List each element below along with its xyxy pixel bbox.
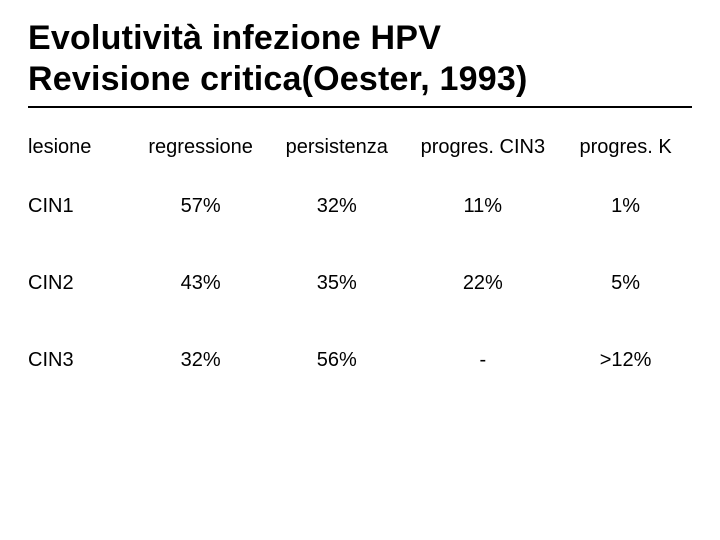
- cell-value: -: [406, 349, 559, 426]
- col-progres-cin3: progres. CIN3: [406, 136, 559, 195]
- title-line-2: Revisione critica(Oester, 1993): [28, 60, 527, 98]
- cell-value: 1%: [559, 195, 692, 272]
- cell-value: 32%: [134, 349, 267, 426]
- cell-value: 43%: [134, 272, 267, 349]
- title-line-1: Evolutività infezione HPV: [28, 19, 441, 57]
- col-progres-k: progres. K: [559, 136, 692, 195]
- cell-value: 57%: [134, 195, 267, 272]
- cell-value: 56%: [267, 349, 406, 426]
- slide: Evolutività infezione HPV Revisione crit…: [0, 0, 720, 540]
- table-header-row: lesione regressione persistenza progres.…: [28, 136, 692, 195]
- table-row: CIN2 43% 35% 22% 5%: [28, 272, 692, 349]
- table-row: CIN3 32% 56% - >12%: [28, 349, 692, 426]
- table-row: CIN1 57% 32% 11% 1%: [28, 195, 692, 272]
- slide-title: Evolutività infezione HPV Revisione crit…: [28, 18, 692, 100]
- col-lesione: lesione: [28, 136, 134, 195]
- cell-value: 5%: [559, 272, 692, 349]
- title-underline: [28, 106, 692, 108]
- col-regressione: regressione: [134, 136, 267, 195]
- cell-value: 11%: [406, 195, 559, 272]
- cell-value: 22%: [406, 272, 559, 349]
- cell-lesione: CIN3: [28, 349, 134, 426]
- cell-value: 35%: [267, 272, 406, 349]
- cell-value: 32%: [267, 195, 406, 272]
- data-table: lesione regressione persistenza progres.…: [28, 136, 692, 426]
- col-persistenza: persistenza: [267, 136, 406, 195]
- cell-value: >12%: [559, 349, 692, 426]
- cell-lesione: CIN2: [28, 272, 134, 349]
- cell-lesione: CIN1: [28, 195, 134, 272]
